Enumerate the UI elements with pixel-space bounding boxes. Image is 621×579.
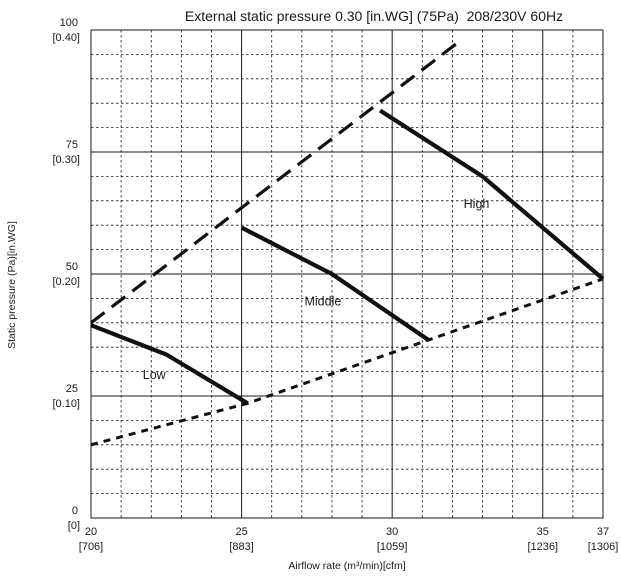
- series-dotted-line: [90, 277, 604, 447]
- y-tick-sublabel: [0.10]: [52, 398, 80, 410]
- y-tick-label: 75: [66, 139, 78, 151]
- series-low-line: [90, 323, 249, 406]
- x-tick-sublabel: [706]: [79, 541, 103, 553]
- y-tick-label: 100: [60, 17, 78, 29]
- y-tick-label: 50: [66, 261, 78, 273]
- series-label-middle: Middle: [304, 295, 341, 309]
- x-tick-label: 35: [537, 526, 549, 538]
- series-high-line: [378, 108, 605, 281]
- x-tick-label: 37: [597, 526, 609, 538]
- x-tick-labels: 20 [706] 25 [883] 30 [1059] 35 [1236] 37 [1306]: [79, 526, 619, 553]
- x-tick-sublabel: [1236]: [527, 541, 558, 553]
- series-dashed-line: [90, 40, 460, 325]
- y-axis-label: Static pressure (Pa)[in.WG]: [6, 221, 18, 349]
- chart-title: External static pressure 0.30 [in.WG] (7…: [185, 8, 563, 24]
- series-label-high: High: [464, 197, 490, 211]
- y-tick-sublabel: [0.40]: [52, 32, 80, 44]
- x-tick-sublabel: [883]: [229, 541, 253, 553]
- series-middle-line: [240, 225, 430, 342]
- label-layer: Low Middle High: [143, 197, 490, 382]
- y-tick-label: 0: [72, 505, 78, 517]
- series-label-low: Low: [143, 368, 167, 382]
- x-axis-label: Airflow rate (m³/min)[cfm]: [288, 560, 405, 572]
- y-tick-sublabel: [0.30]: [52, 154, 80, 166]
- y-tick-labels: 0 [0] 25 [0.10] 50 [0.20] 75 [0.30] 100 [0.40]: [52, 17, 80, 532]
- y-tick-sublabel: [0.20]: [52, 276, 80, 288]
- grid: [91, 30, 603, 518]
- y-tick-label: 25: [66, 383, 78, 395]
- x-tick-label: 30: [386, 526, 398, 538]
- y-tick-sublabel: [0]: [68, 520, 80, 532]
- x-tick-label: 20: [85, 526, 97, 538]
- series-layer: [90, 40, 605, 447]
- x-tick-sublabel: [1306]: [588, 541, 619, 553]
- x-tick-label: 25: [235, 526, 247, 538]
- plot-frame: [90, 29, 604, 519]
- x-tick-sublabel: [1059]: [377, 541, 408, 553]
